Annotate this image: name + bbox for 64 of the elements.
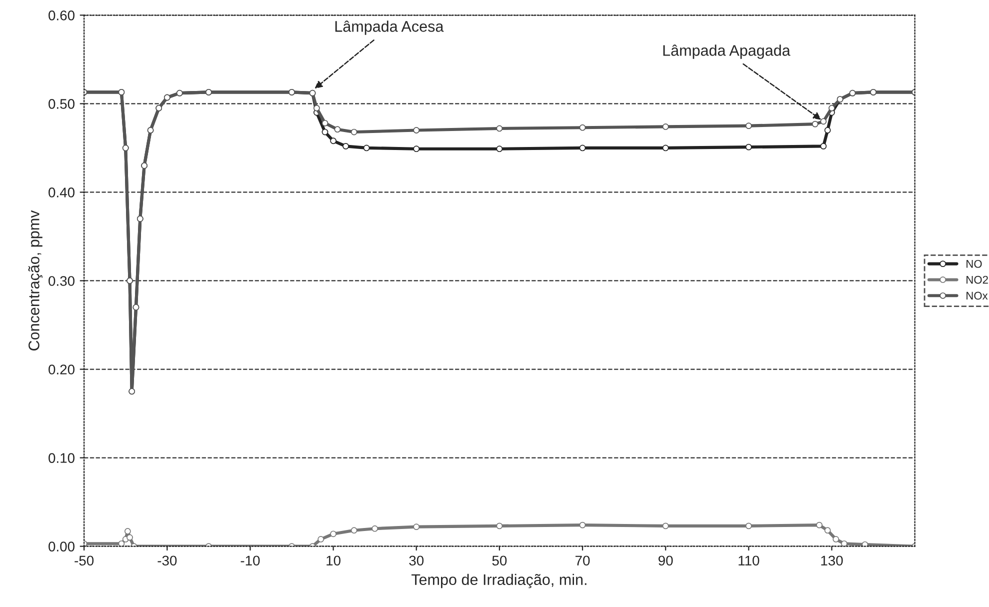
point xyxy=(126,534,133,541)
point xyxy=(662,144,669,152)
point xyxy=(413,127,420,134)
point xyxy=(824,127,831,134)
x-tick-label: 130 xyxy=(821,556,843,566)
x-axis-title: Tempo de Irradiação, min. xyxy=(411,574,586,588)
point xyxy=(862,541,868,546)
legend-label: NOx xyxy=(966,292,988,300)
x-tick-label: -50 xyxy=(74,556,94,566)
point xyxy=(350,527,358,534)
y-tick-label: 0.20 xyxy=(48,364,74,374)
point xyxy=(812,120,818,128)
y-tick-label: 0.30 xyxy=(48,276,74,286)
point xyxy=(363,144,370,152)
point xyxy=(322,128,328,136)
point xyxy=(372,525,378,532)
point xyxy=(662,124,669,130)
point xyxy=(579,522,586,528)
x-tick-label: 70 xyxy=(576,556,590,566)
x-tick-label: 110 xyxy=(738,556,760,566)
x-tick-label: 90 xyxy=(658,556,673,566)
y-tick-label: 0.60 xyxy=(48,10,74,20)
annotation: Lâmpada Apagada xyxy=(663,44,790,59)
point xyxy=(330,138,336,144)
y-axis-title: Concentração, ppmv xyxy=(28,210,42,350)
point xyxy=(342,142,349,150)
point xyxy=(745,144,752,150)
point xyxy=(745,522,752,530)
y-tick-label: 0.50 xyxy=(48,99,74,109)
point xyxy=(579,124,586,131)
point xyxy=(413,146,420,152)
point xyxy=(579,144,586,152)
x-tick-label: 50 xyxy=(492,556,507,566)
point xyxy=(824,527,831,534)
point xyxy=(496,125,503,132)
point xyxy=(816,522,822,528)
y-tick-label: 0.40 xyxy=(48,188,74,198)
point xyxy=(496,522,503,530)
x-tick-label: 10 xyxy=(326,556,340,566)
point xyxy=(828,104,835,112)
point xyxy=(318,536,324,542)
x-tick-label: 30 xyxy=(409,556,424,566)
point xyxy=(413,524,420,530)
point xyxy=(124,528,131,534)
point xyxy=(322,120,328,126)
point xyxy=(841,540,848,546)
point xyxy=(820,118,827,125)
point xyxy=(330,530,336,538)
point xyxy=(496,146,503,152)
legend-label: NO xyxy=(966,260,982,268)
legend-label: NO2 xyxy=(966,276,988,284)
y-tick-label: 0.00 xyxy=(48,542,74,552)
annotation: Lâmpada Acesa xyxy=(335,20,444,35)
point xyxy=(313,104,320,112)
x-tick-label: -10 xyxy=(240,556,260,566)
y-tick-label: 0.10 xyxy=(48,453,74,463)
point xyxy=(662,522,669,530)
point xyxy=(832,536,840,542)
point xyxy=(118,540,125,546)
point xyxy=(350,128,358,136)
point xyxy=(745,122,752,130)
x-tick-label: -30 xyxy=(158,556,177,566)
point xyxy=(334,126,341,133)
point xyxy=(820,142,827,150)
